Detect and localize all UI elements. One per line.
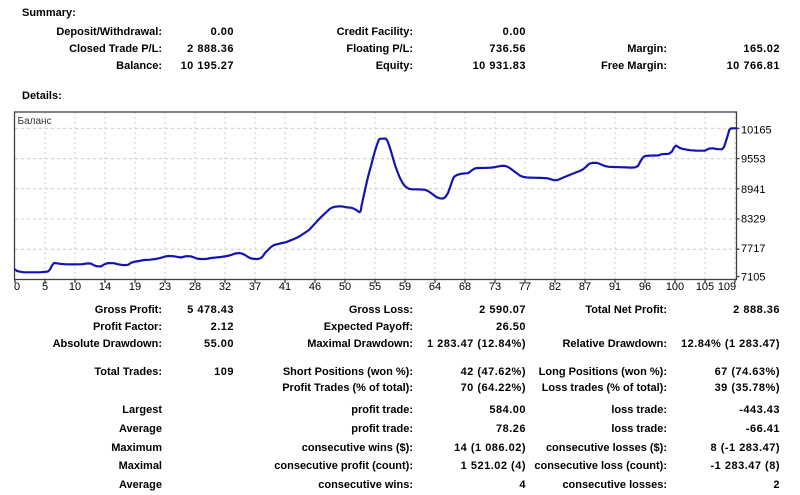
svg-text:73: 73 bbox=[489, 281, 501, 293]
svg-text:8329: 8329 bbox=[741, 213, 765, 225]
svg-text:5: 5 bbox=[42, 281, 48, 293]
svg-text:10: 10 bbox=[69, 281, 81, 293]
svg-text:7105: 7105 bbox=[741, 271, 765, 283]
svg-text:68: 68 bbox=[459, 281, 471, 293]
svg-text:0: 0 bbox=[14, 281, 20, 293]
svg-text:9553: 9553 bbox=[741, 154, 765, 166]
svg-text:41: 41 bbox=[279, 281, 291, 293]
svg-text:82: 82 bbox=[549, 281, 561, 293]
svg-text:28: 28 bbox=[189, 281, 201, 293]
svg-text:87: 87 bbox=[579, 281, 591, 293]
svg-text:96: 96 bbox=[639, 281, 651, 293]
svg-text:23: 23 bbox=[159, 281, 171, 293]
svg-text:100: 100 bbox=[666, 281, 684, 293]
svg-text:8941: 8941 bbox=[741, 184, 765, 196]
svg-text:55: 55 bbox=[369, 281, 381, 293]
svg-text:105: 105 bbox=[696, 281, 714, 293]
svg-text:10165: 10165 bbox=[741, 124, 772, 136]
svg-text:46: 46 bbox=[309, 281, 321, 293]
svg-text:91: 91 bbox=[609, 281, 621, 293]
svg-text:50: 50 bbox=[339, 281, 351, 293]
svg-text:32: 32 bbox=[219, 281, 231, 293]
svg-text:37: 37 bbox=[249, 281, 261, 293]
svg-text:64: 64 bbox=[429, 281, 441, 293]
svg-text:109: 109 bbox=[718, 281, 736, 293]
svg-text:Баланс: Баланс bbox=[18, 116, 52, 127]
svg-text:14: 14 bbox=[99, 281, 111, 293]
svg-text:19: 19 bbox=[129, 281, 141, 293]
svg-text:77: 77 bbox=[519, 281, 531, 293]
svg-text:59: 59 bbox=[399, 281, 411, 293]
svg-text:7717: 7717 bbox=[741, 243, 765, 255]
